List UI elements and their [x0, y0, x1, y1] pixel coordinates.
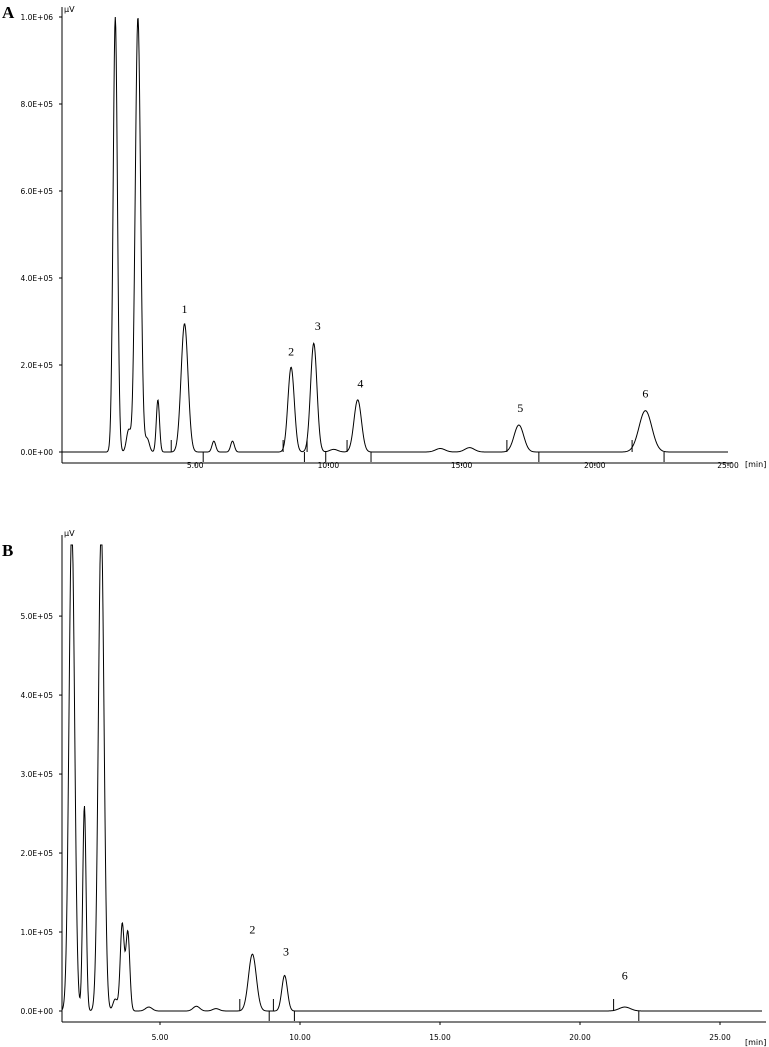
panel-b-y-unit: µV: [64, 529, 75, 538]
panel-b-y-tick-label: 1.0E+05: [21, 928, 54, 937]
panel-a-signal-trace: [62, 16, 728, 453]
panel-a-peak-label-4: 4: [357, 377, 363, 391]
panel-b-peak-label-2: 2: [249, 923, 255, 937]
panel-b-x-tick-label: 10.00: [289, 1033, 311, 1042]
panel-a-y-tick-label: 4.0E+05: [21, 274, 54, 283]
panel-b-plot: 0.0E+00 1.0E+05 2.0E+05 3.0E+05 4.0E+05 5.0E+…: [21, 535, 766, 1042]
panel-b-y-tick-label: 5.0E+05: [21, 612, 54, 621]
panel-b-x-tick-label: 5.00: [152, 1033, 169, 1042]
panel-a-y-tick-label: 8.0E+05: [21, 100, 54, 109]
panel-b-y-tick-label: 2.0E+05: [21, 849, 54, 858]
panel-a-peak-label-6: 6: [642, 387, 648, 401]
panel-b-peak-label-3: 3: [283, 945, 289, 959]
panel-a-y-tick-label: 6.0E+05: [21, 187, 54, 196]
panel-b-signal-trace: [61, 544, 762, 1012]
panel-a-peak-label-3: 3: [315, 319, 321, 333]
panel-a-x-unit: [min]: [745, 460, 766, 469]
panel-a-y-tick-label: 2.0E+05: [21, 361, 54, 370]
panel-b-x-tick-label: 25.00: [709, 1033, 731, 1042]
panel-a-x-tick-label: 10.00: [318, 461, 340, 470]
panel-a-peak-label-2: 2: [288, 344, 294, 358]
panel-b-x-tick-label: 20.00: [569, 1033, 591, 1042]
panel-b-letter: B: [2, 541, 13, 560]
panel-b-y-tick-label: 3.0E+05: [21, 770, 54, 779]
panel-b-x-tick-label: 15.00: [429, 1033, 451, 1042]
panel-a-letter: A: [2, 3, 15, 22]
panel-a-x-tick-label: 5.00: [187, 461, 204, 470]
panel-b-peak-label-6: 6: [622, 968, 628, 982]
panel-b-y-tick-label: 4.0E+05: [21, 691, 54, 700]
panel-a-y-unit: µV: [64, 5, 75, 14]
panel-a-peak-label-5: 5: [517, 401, 523, 415]
panel-a-plot: 0.0E+00 2.0E+05 4.0E+05 6.0E+05 8.0E+05 1.0E+…: [21, 7, 739, 470]
panel-b-x-unit: [min]: [745, 1038, 766, 1047]
panel-a-x-tick-label: 15.00: [451, 461, 473, 470]
panel-a-x-tick-label: 25.00: [717, 461, 739, 470]
panel-a-y-tick-label: 0.0E+00: [21, 448, 54, 457]
panel-a-y-tick-label: 1.0E+06: [21, 13, 54, 22]
panel-a-peak-label-1: 1: [182, 302, 188, 316]
panel-b-y-tick-label: 0.0E+00: [21, 1007, 54, 1016]
panel-a-x-tick-label: 20.00: [584, 461, 606, 470]
